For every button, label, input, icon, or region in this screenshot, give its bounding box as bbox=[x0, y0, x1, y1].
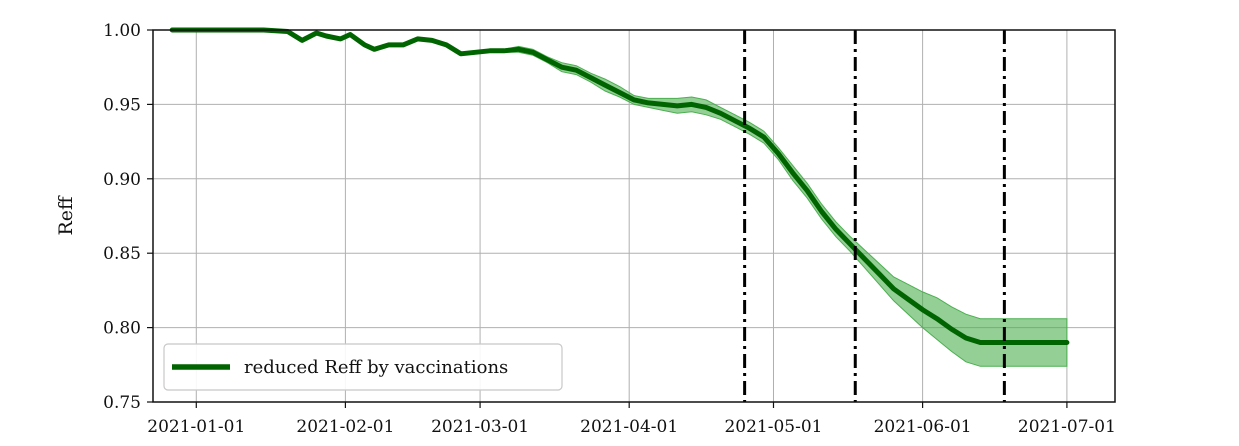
x-tick-label: 2021-02-01 bbox=[296, 417, 394, 437]
legend-box bbox=[163, 343, 563, 391]
series-line-layer bbox=[169, 27, 1070, 345]
series-line bbox=[169, 27, 1070, 345]
y-tick-label: 0.75 bbox=[103, 393, 141, 413]
y-tick-label: 1.00 bbox=[103, 21, 141, 41]
x-tick-label: 2021-07-01 bbox=[1018, 417, 1116, 437]
y-axis-title: Reff bbox=[55, 195, 77, 236]
y-tick-label: 0.85 bbox=[103, 244, 141, 264]
legend: reduced Reff by vaccinations bbox=[163, 343, 563, 391]
x-tick-label: 2021-04-01 bbox=[580, 417, 678, 437]
x-axis-ticks: 2021-01-01 2021-02-01 2021-03-01 2021-04-01… bbox=[147, 402, 1116, 437]
plot-frame bbox=[152, 29, 1116, 403]
y-tick-label: 0.80 bbox=[103, 319, 141, 339]
x-tick-label: 2021-03-01 bbox=[431, 417, 529, 437]
x-tick-label: 2021-01-01 bbox=[147, 417, 245, 437]
x-tick-label: 2021-05-01 bbox=[724, 417, 822, 437]
x-tick-label: 2021-06-01 bbox=[874, 417, 972, 437]
legend-entry: reduced Reff by vaccinations bbox=[244, 357, 508, 378]
vertical-marker-lines bbox=[743, 30, 1006, 402]
y-axis-ticks: 0.75 0.80 0.85 0.90 0.95 1.00 bbox=[103, 21, 153, 413]
y-tick-label: 0.95 bbox=[103, 95, 141, 115]
y-tick-label: 0.90 bbox=[103, 170, 141, 190]
